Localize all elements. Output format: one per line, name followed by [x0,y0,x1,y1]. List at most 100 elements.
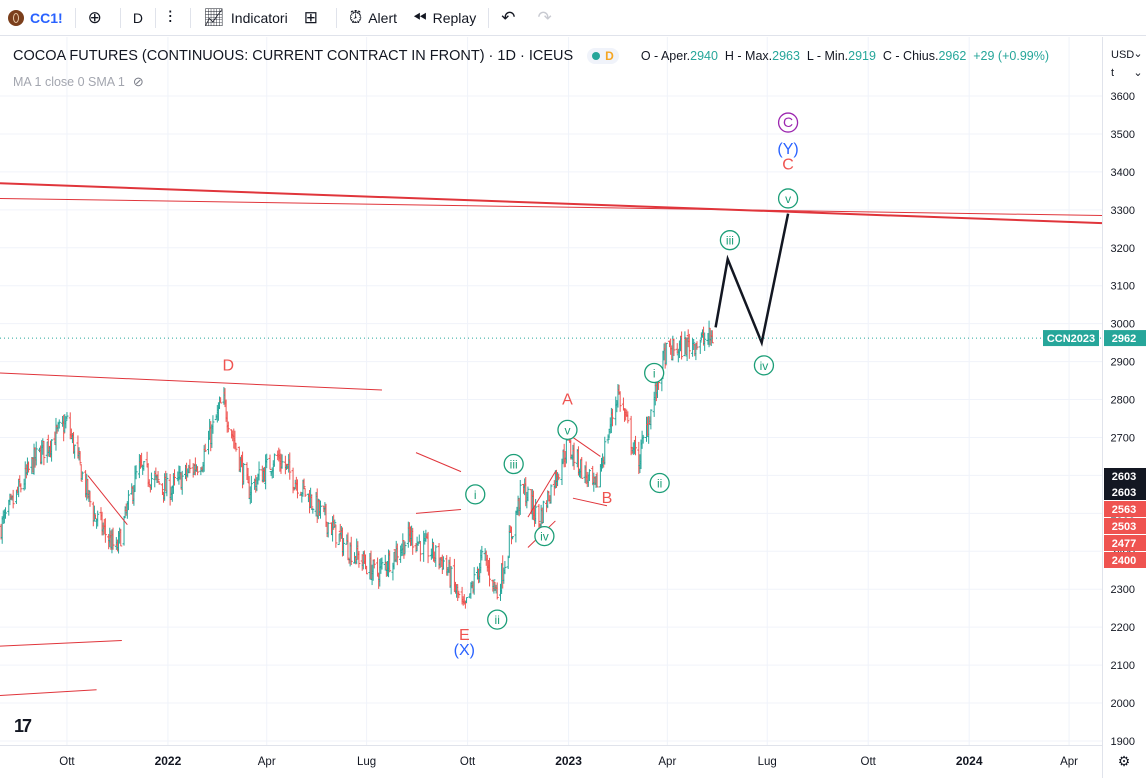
price-label-box [1104,468,1146,484]
wave-label-circle[interactable] [465,484,486,505]
wave-label[interactable]: iii [510,458,518,472]
toolbar-divider [74,7,76,28]
unit-label[interactable]: t [1111,67,1114,79]
wave-label-circle[interactable] [719,230,741,251]
wave-label[interactable]: v [785,192,791,206]
price-label: 2503 [1112,521,1136,533]
symbol-search[interactable]: CC1! [0,0,71,36]
alert-button[interactable]: ⏰︎ Alert [341,0,405,36]
price-tick-label: 3000 [1111,319,1135,331]
price-tick-label: 3300 [1111,205,1135,217]
wave-label[interactable]: ii [657,477,662,491]
indicators-button[interactable]: 📈︎ Indicatori [195,0,295,36]
wave-label[interactable]: i [474,488,477,502]
contract-tag-box [1043,330,1099,347]
trendline[interactable] [0,639,122,647]
templates-button[interactable]: ⊞ [296,0,332,36]
price-label: 2563 [1112,504,1136,516]
wave-label[interactable]: iv [540,530,549,544]
time-tick-label: Apr [658,756,676,768]
wave-label[interactable]: i [653,366,656,380]
interval-button[interactable]: D [125,0,151,36]
currency-label[interactable]: USD [1111,49,1134,61]
wave-label[interactable]: D [223,357,235,374]
chart-title: COCOA FUTURES (CONTINUOUS: CURRENT CONTR… [13,48,574,64]
indicators-icon: 📈︎ [203,7,225,27]
ma-indicator-legend[interactable]: MA 1 close 0 SMA 1 ⊘ [13,74,144,90]
wave-helper-line[interactable] [572,497,608,507]
compare-button[interactable]: ⊕ [80,0,116,36]
wave-label[interactable]: iii [726,234,734,248]
price-tick-label: 3200 [1111,243,1135,255]
trendline[interactable] [0,182,1103,225]
wave-label-circle[interactable] [777,112,799,133]
wave-label-circle[interactable] [753,355,775,376]
price-label: 2962 [1112,333,1136,345]
wave-helper-line[interactable] [415,509,462,514]
time-tick-label: 2024 [956,754,983,768]
replay-label: Replay [432,9,477,26]
open-label: O - Aper. [640,49,691,63]
tradingview-logo-icon[interactable]: 17 [14,716,32,736]
wave-label[interactable]: E [459,627,470,644]
wave-label[interactable]: (X) [454,642,475,659]
wave-label-circle[interactable] [557,419,578,441]
wave-helper-line[interactable] [87,475,128,526]
price-tick-label: 2300 [1111,584,1135,596]
toolbar-divider [119,7,121,28]
eye-hidden-icon[interactable]: ⊘ [132,74,144,89]
undo-icon: ↶ [501,7,516,27]
symbol-label: CC1! [30,9,63,26]
price-label-box [1104,518,1146,534]
undo-button[interactable]: ↶ [493,0,529,36]
price-label-box [1104,330,1146,347]
trendline[interactable] [0,372,382,391]
market-open-dot-icon [592,52,601,60]
time-tick-label: Apr [258,756,276,768]
wave-label-circle[interactable] [777,188,799,209]
toolbar-divider [155,7,157,28]
alert-label: Alert [368,9,398,26]
wave-label[interactable]: C [782,156,794,173]
price-label-box [1104,501,1146,517]
projection-path[interactable] [714,213,790,347]
redo-button[interactable]: ↷ [529,0,565,36]
chevron-down-icon[interactable]: ⌄ [1133,67,1142,79]
wave-label-circle[interactable] [649,472,670,494]
wave-helper-line[interactable] [527,471,556,518]
wave-label[interactable]: B [602,490,613,507]
ohlc-values: O - Aper.2940 H - Max.2963 L - Min.2919 … [641,49,1049,63]
price-tick-label: 2000 [1111,698,1135,710]
price-label-box [1104,535,1146,551]
wave-label-circle[interactable] [644,362,665,384]
high-label: H - Max. [724,49,773,63]
wave-helper-line[interactable] [572,437,601,457]
time-tick-label: 2022 [155,754,182,768]
wave-label[interactable]: (Y) [777,141,798,158]
grid-icon: ⊞ [303,7,318,27]
price-axis[interactable] [1102,37,1146,778]
trendline[interactable] [0,197,1103,217]
wave-label-circle[interactable] [534,525,555,547]
price-tick-label: 2800 [1111,395,1135,407]
settings-gear-icon[interactable]: ⚙ [1118,753,1131,769]
indicators-label: Indicatori [230,9,288,26]
low-label: L - Min. [806,49,849,63]
wave-helper-line[interactable] [415,452,462,473]
wave-label-circle[interactable] [487,609,508,630]
wave-label[interactable]: iv [760,359,769,373]
price-tick-label: 2200 [1111,622,1135,634]
cocoa-logo-icon [8,9,24,26]
market-status-badge[interactable]: D [587,48,619,64]
trendline[interactable] [0,689,97,696]
wave-label[interactable]: v [564,423,570,437]
wave-label[interactable]: A [562,392,573,409]
chart-type-button[interactable]: ⫶ [160,0,186,36]
wave-label-circle[interactable] [503,453,524,475]
replay-button[interactable]: ⏪︎ Replay [405,0,484,36]
wave-label[interactable]: C [783,114,793,130]
wave-label[interactable]: ii [495,613,500,627]
price-tick-label: 2900 [1111,357,1135,369]
chevron-down-icon[interactable]: ⌄ [1133,48,1142,60]
